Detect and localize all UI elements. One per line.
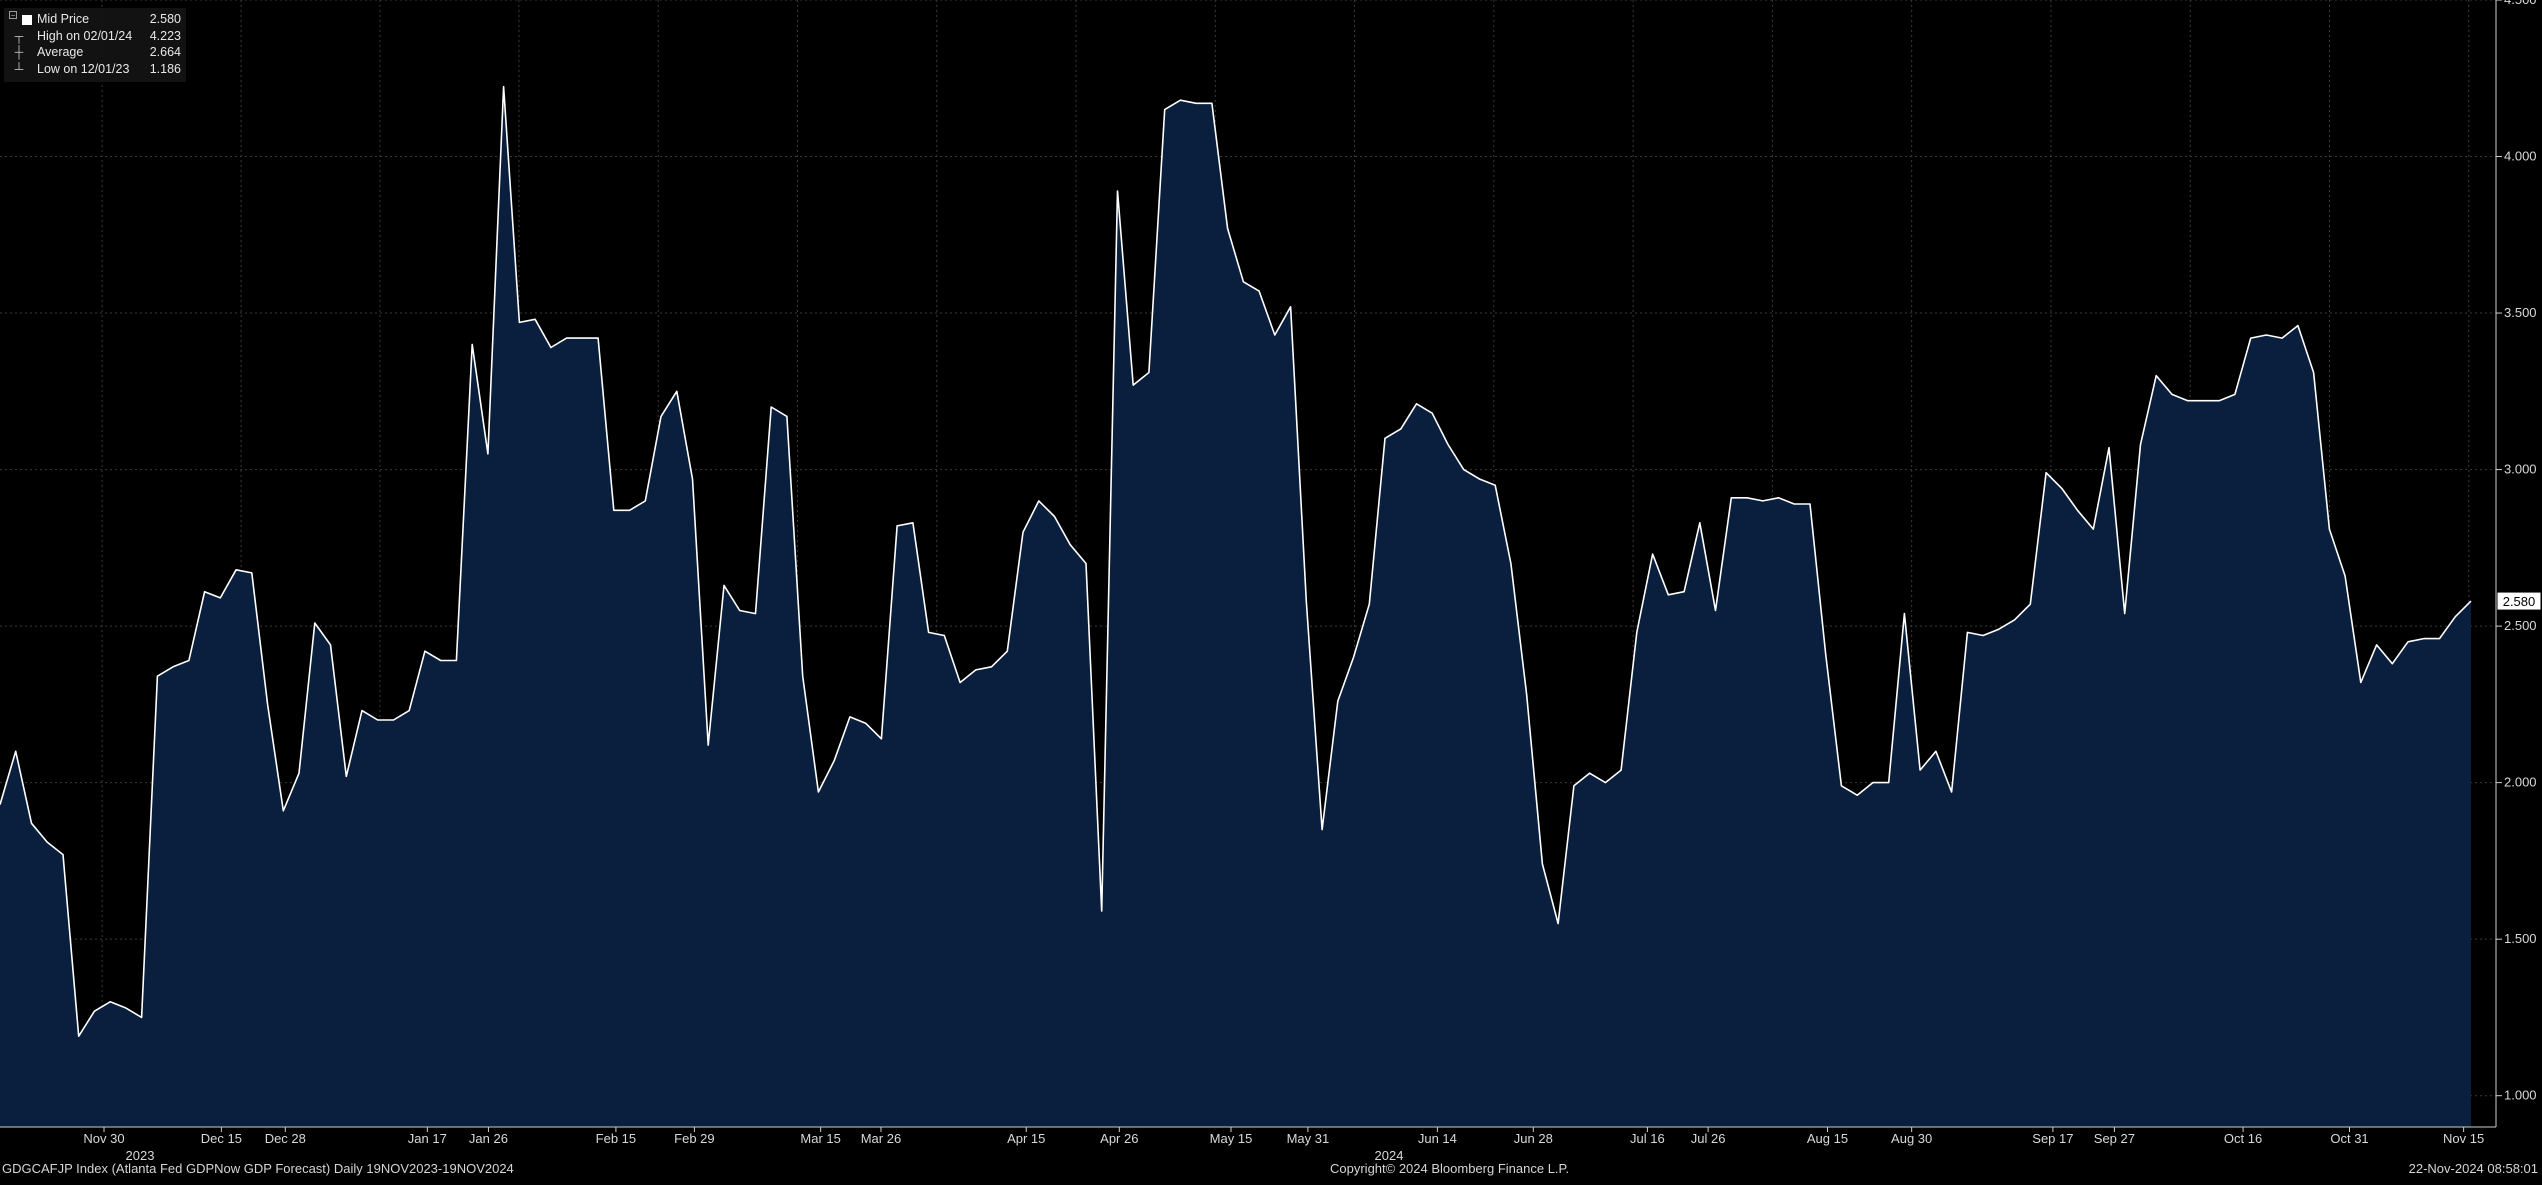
legend-row-mid-price: Mid Price 2.580 [4, 11, 186, 28]
high-marker-icon: ┬ [14, 28, 24, 43]
legend-collapse-icon[interactable]: − [9, 11, 17, 20]
y-tick-label: 2.000 [2504, 775, 2537, 790]
legend-label: Low on 12/01/23 [37, 61, 130, 76]
x-tick-label: Jul 16 [1630, 1131, 1665, 1146]
legend[interactable]: − Mid Price 2.580 ┬ High on 02/01/24 4.2… [4, 8, 186, 82]
x-tick-label: Nov 30 [83, 1131, 124, 1146]
footer-index-description: GDGCAFJP Index (Atlanta Fed GDPNow GDP F… [2, 1161, 514, 1176]
last-value-label: 2.580 [2503, 594, 2536, 609]
legend-value: 4.223 [149, 28, 181, 43]
last-value-tag [2496, 591, 2542, 611]
year-label: 2024 [1375, 1148, 1404, 1163]
x-tick-label: Dec 15 [201, 1131, 242, 1146]
x-tick-label: Aug 15 [1807, 1131, 1848, 1146]
white-square-icon [22, 15, 32, 25]
footer-copyright: Copyright© 2024 Bloomberg Finance L.P. [1330, 1161, 1570, 1176]
legend-row-average: ┼ Average 2.664 [4, 44, 186, 61]
x-tick-label: Oct 31 [2330, 1131, 2368, 1146]
x-tick-label: Feb 29 [674, 1131, 714, 1146]
x-tick-label: Jun 28 [1514, 1131, 1553, 1146]
x-tick-label: Mar 15 [800, 1131, 840, 1146]
y-tick-label: 3.000 [2504, 462, 2537, 477]
series-line [0, 85, 2472, 1037]
series-area-fill [0, 86, 2471, 1128]
legend-label: High on 02/01/24 [37, 28, 133, 43]
low-marker-icon: ┴ [14, 61, 24, 76]
legend-value: 2.580 [149, 12, 181, 26]
legend-label: Average [37, 45, 84, 59]
legend-label: Mid Price [37, 12, 90, 26]
y-tick-label: 1.500 [2504, 931, 2537, 946]
year-label: 2023 [126, 1148, 155, 1163]
x-tick-label: May 31 [1287, 1131, 1330, 1146]
footer-timestamp: 22-Nov-2024 08:58:01 [2408, 1161, 2538, 1176]
x-tick-label: Aug 30 [1891, 1131, 1932, 1146]
x-tick-label: Nov 15 [2443, 1131, 2484, 1146]
average-marker-icon: ┼ [14, 45, 24, 59]
x-tick-label: Jul 26 [1691, 1131, 1726, 1146]
x-tick-label: Sep 27 [2094, 1131, 2135, 1146]
x-tick-label: Sep 17 [2032, 1131, 2073, 1146]
legend-value: 1.186 [149, 61, 181, 76]
x-tick-label: Jan 17 [408, 1131, 447, 1146]
legend-value: 2.664 [149, 45, 181, 59]
x-tick-label: Apr 15 [1007, 1131, 1045, 1146]
legend-row-high: ┬ High on 02/01/24 4.223 [4, 28, 186, 45]
x-tick-label: Feb 15 [596, 1131, 636, 1146]
x-tick-label: Apr 26 [1100, 1131, 1138, 1146]
x-tick-label: Dec 28 [265, 1131, 306, 1146]
y-tick-label: 2.500 [2504, 618, 2537, 633]
legend-row-low: ┴ Low on 12/01/23 1.186 [4, 61, 186, 78]
x-tick-label: Mar 26 [861, 1131, 901, 1146]
x-tick-label: May 15 [1210, 1131, 1253, 1146]
x-tick-label: Jun 14 [1418, 1131, 1457, 1146]
y-tick-label: 4.000 [2504, 149, 2537, 164]
y-tick-label: 3.500 [2504, 305, 2537, 320]
area-layer [0, 85, 2472, 1128]
x-tick-label: Oct 16 [2224, 1131, 2262, 1146]
y-tick-label: 4.500 [2504, 0, 2537, 7]
y-tick-label: 1.000 [2504, 1088, 2537, 1103]
x-tick-label: Jan 26 [469, 1131, 508, 1146]
